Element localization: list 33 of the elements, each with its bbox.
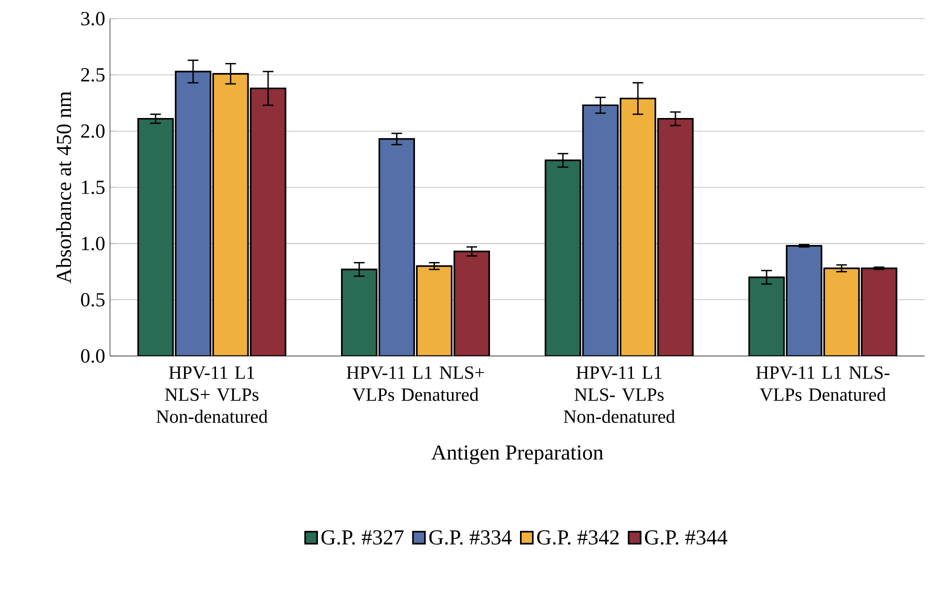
bar	[544, 160, 582, 356]
x-tick-label: HPV-11 L1 NLS+ VLPs Denatured	[346, 366, 484, 402]
bar	[378, 138, 415, 356]
legend-label: G.P. #334	[429, 530, 512, 545]
bar	[454, 250, 490, 356]
legend-label: G.P. #327	[321, 530, 404, 545]
y-tick-label: 0.0	[81, 349, 105, 363]
bar	[416, 265, 452, 356]
legend-label: G.P. #342	[537, 530, 619, 545]
y-tick-label: 1.5	[82, 180, 105, 194]
bar	[174, 70, 212, 356]
bar	[582, 104, 619, 356]
bar	[137, 118, 174, 356]
legend-label: G.P. #344	[644, 530, 728, 545]
y-tick-label: 1.0	[82, 236, 105, 250]
bar	[212, 72, 249, 356]
y-axis-title: Absorbance at 450 nm	[56, 91, 72, 284]
bar	[341, 268, 378, 356]
y-tick-label: 2.5	[81, 68, 105, 82]
x-tick-label: HPV-11 L1 NLS+ VLPs Non-denatured	[156, 366, 268, 423]
x-tick-label: HPV-11 L1 NLS- VLPs Denatured	[756, 366, 890, 402]
bar	[748, 276, 785, 356]
y-tick-label: 2.0	[81, 124, 105, 138]
x-tick-label: HPV-11 L1 NLS- VLPs Non-denatured	[564, 366, 675, 423]
x-axis-title: Antigen Preparation	[431, 445, 604, 464]
bar	[250, 88, 286, 356]
bar	[860, 267, 898, 356]
bar	[620, 98, 656, 356]
bar	[657, 118, 694, 356]
y-tick-label: 3.0	[81, 12, 105, 26]
bar	[823, 267, 860, 356]
bar	[786, 245, 822, 356]
y-tick-label: 0.5	[81, 292, 105, 307]
